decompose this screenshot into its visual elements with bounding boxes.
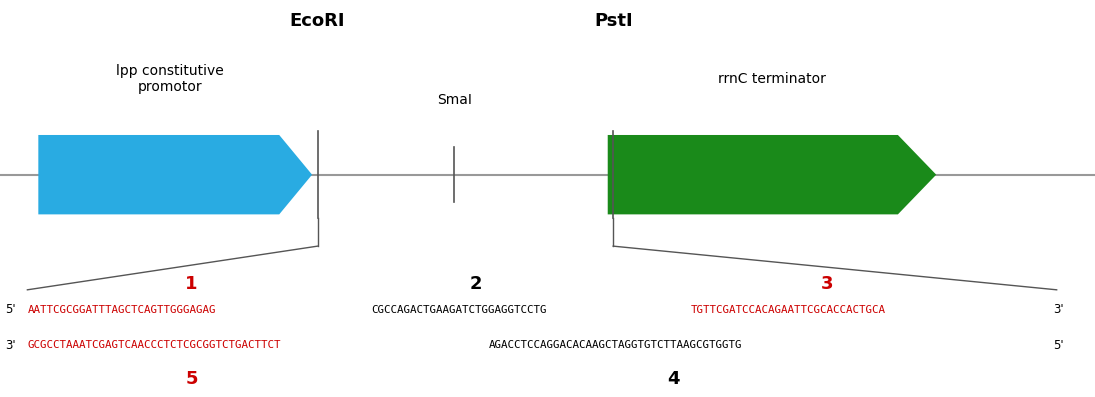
Polygon shape	[608, 135, 936, 214]
Polygon shape	[38, 135, 312, 214]
Text: 3': 3'	[5, 339, 16, 352]
Text: 2: 2	[470, 275, 483, 293]
Text: GCGCCTAAATCGAGTCAACCCTCTCGCGGTCTGACTTCT: GCGCCTAAATCGAGTCAACCCTCTCGCGGTCTGACTTCT	[27, 340, 281, 351]
Text: 4: 4	[667, 370, 680, 388]
Text: 3: 3	[820, 275, 833, 293]
Text: CGCCAGACTGAAGATCTGGAGGTCCTG: CGCCAGACTGAAGATCTGGAGGTCCTG	[371, 304, 546, 315]
Text: 5': 5'	[5, 303, 16, 316]
Text: 1: 1	[185, 275, 198, 293]
Text: 5': 5'	[1053, 339, 1064, 352]
Text: 3': 3'	[1053, 303, 1064, 316]
Text: EcoRI: EcoRI	[290, 12, 345, 30]
Text: AATTCGCGGATTTAGCTCAGTTGGGAGAG: AATTCGCGGATTTAGCTCAGTTGGGAGAG	[27, 304, 216, 315]
Text: SmaI: SmaI	[437, 93, 472, 107]
Text: 5: 5	[185, 370, 198, 388]
Text: TGTTCGATCCACAGAATTCGCACCACTGCA: TGTTCGATCCACAGAATTCGCACCACTGCA	[691, 304, 886, 315]
Text: rrnC terminator: rrnC terminator	[718, 72, 826, 87]
Text: PstI: PstI	[593, 12, 633, 30]
Text: lpp constitutive
promotor: lpp constitutive promotor	[116, 64, 223, 94]
Text: AGACCTCCAGGACACAAGCTAGGTGTCTTAAGCGTGGTG: AGACCTCCAGGACACAAGCTAGGTGTCTTAAGCGTGGTG	[489, 340, 742, 351]
